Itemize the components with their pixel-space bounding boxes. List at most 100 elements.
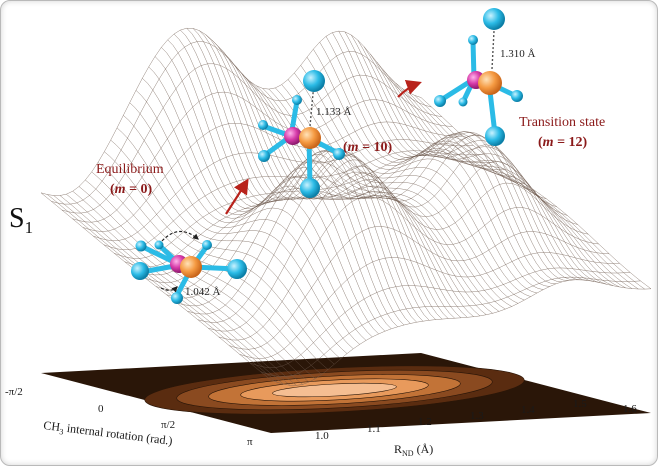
mesh-line (218, 46, 449, 319)
mesh-line (370, 53, 601, 284)
equilibrium-title: Equilibrium (96, 162, 164, 177)
mesh-line (239, 252, 620, 359)
y-tick-label: 1.2 (418, 416, 432, 428)
mesh-line (300, 65, 531, 297)
hydrogen-atom (171, 292, 183, 304)
mesh-line (332, 32, 563, 283)
mesh-line (129, 102, 360, 345)
hydrogen-atom (135, 240, 147, 252)
mesh-line (154, 56, 386, 332)
mesh-line (187, 144, 568, 315)
mesh-line (205, 34, 436, 320)
x-axis-ticks: -π/2 0 π/2 π (5, 386, 253, 448)
intermediate-m-label: (m = 10) (343, 140, 393, 155)
mesh-line (382, 69, 614, 286)
mesh-line (408, 92, 639, 290)
carbon-atom (299, 127, 321, 149)
mesh-line (287, 79, 519, 304)
hydrogen-atom (485, 126, 505, 146)
hydrogen-atom (258, 120, 268, 130)
mesh-line (78, 186, 310, 383)
y-axis-ticks: 1.0 1.1 1.2 1.3 1.4 1.5 1.6 (315, 398, 637, 442)
mesh-line (104, 151, 335, 365)
y-tick-label: 1.5 (573, 398, 587, 410)
y-axis-label: RND (Å) (394, 442, 433, 458)
mesh-line (85, 179, 316, 379)
mesh-line (142, 78, 373, 338)
y-tick-label: 1.1 (367, 423, 381, 435)
hydrogen-atom (227, 259, 247, 279)
mesh-line (59, 195, 291, 386)
mesh-line (344, 31, 576, 281)
hydrogen-atom (483, 8, 505, 30)
mesh-line (268, 88, 500, 312)
mesh-line (116, 127, 348, 354)
mesh-line (420, 97, 652, 289)
molecule-intermediate: 1.133 Å (258, 70, 352, 198)
mesh-line (338, 30, 569, 281)
mesh-line (395, 82, 626, 289)
transition-bond-length: 1.310 Å (500, 48, 536, 60)
mesh-line (91, 171, 322, 375)
x-tick-label: π/2 (161, 419, 175, 431)
panel-label: S1 (9, 203, 33, 237)
mesh-line (186, 28, 417, 323)
nitrogen-atom (284, 127, 302, 145)
mesh-line (357, 39, 588, 281)
mesh-line (306, 57, 538, 294)
y-tick-label: 1.3 (470, 410, 484, 422)
mesh-line (414, 95, 645, 290)
y-tick-label: 1.0 (315, 430, 329, 442)
mesh-line (161, 47, 392, 329)
mesh-line (262, 88, 493, 314)
molecule-transition: 1.310 Å (434, 8, 536, 146)
arrow-intermediate-to-transition (397, 79, 422, 98)
mesh-line (135, 90, 367, 341)
mesh-line (351, 34, 582, 281)
transition-m-label: (m = 12) (538, 135, 588, 150)
hydrogen-atom (511, 90, 523, 102)
intermediate-bond-length: 1.133 Å (316, 106, 352, 118)
hydrogen-atom (202, 240, 212, 250)
mesh-line (72, 191, 303, 385)
mesh-line (313, 49, 544, 290)
mesh-line (167, 39, 398, 327)
molecule-equilibrium: 1.042 Å (131, 230, 247, 304)
mesh-line (211, 39, 443, 320)
arrow-equilibrium-to-intermediate (225, 178, 249, 215)
equilibrium-bond-length: 1.042 Å (185, 286, 221, 298)
hydrogen-atom (300, 178, 320, 198)
mesh-line (110, 139, 341, 359)
x-axis-label: CH3 internal rotation (rad.) (42, 418, 173, 450)
x-tick-label: 0 (98, 403, 104, 415)
hydrogen-atom (458, 97, 468, 107)
equilibrium-m-label: (m = 0) (110, 182, 153, 197)
contour-projection (41, 353, 651, 433)
mesh-line (363, 46, 595, 282)
hydrogen-atom (434, 95, 446, 107)
mesh-line (218, 196, 599, 341)
y-tick-label: 1.4 (521, 404, 535, 416)
hydrogen-atom (258, 150, 270, 162)
energy-surface-mesh (40, 27, 652, 386)
hydrogen-atom (154, 240, 164, 250)
x-tick-label: -π/2 (5, 386, 23, 398)
mesh-line (199, 30, 430, 321)
carbon-atom (180, 256, 202, 278)
hydrogen-atom (468, 35, 478, 45)
transition-title: Transition state (519, 115, 605, 130)
mesh-line (123, 115, 354, 349)
hydrogen-atom (333, 148, 345, 160)
hydrogen-atom (131, 262, 149, 280)
x-tick-label: π (247, 436, 253, 448)
hydrogen-atom (303, 70, 325, 92)
mesh-line (250, 267, 631, 368)
y-tick-label: 1.6 (623, 403, 637, 415)
mesh-line (294, 72, 525, 301)
mesh-line (180, 29, 411, 324)
hydrogen-atom (292, 95, 302, 105)
mesh-line (40, 192, 272, 381)
contour-band (272, 382, 397, 398)
